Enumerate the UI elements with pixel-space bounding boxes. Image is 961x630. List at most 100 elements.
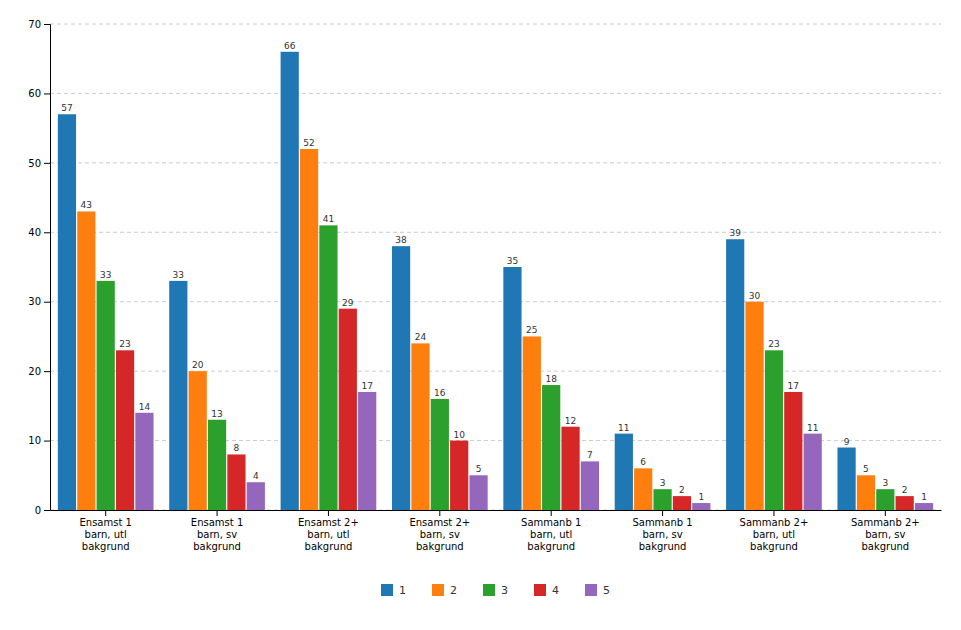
- bar: [300, 149, 318, 510]
- bar: [450, 441, 468, 510]
- x-tick: Ensamst 1barn, utlbakgrund: [79, 510, 131, 552]
- legend-item: 2: [432, 584, 457, 597]
- legend-item: 3: [483, 584, 508, 597]
- y-tick-mark: [44, 93, 50, 94]
- x-tick-mark: [551, 510, 552, 516]
- data-label: 66: [284, 41, 296, 51]
- data-label: 43: [81, 200, 92, 210]
- y-tick-mark: [44, 24, 50, 25]
- data-label: 5: [863, 464, 869, 474]
- bar: [837, 448, 855, 510]
- bar: [169, 281, 187, 510]
- bar: [857, 475, 875, 510]
- y-tick-mark: [44, 441, 50, 442]
- bar: [523, 336, 541, 510]
- y-tick: 0: [35, 505, 50, 516]
- data-label: 2: [902, 485, 908, 495]
- data-label: 12: [565, 416, 576, 426]
- bar: [411, 343, 429, 510]
- data-label: 33: [100, 270, 111, 280]
- bar: [339, 309, 357, 510]
- data-label: 35: [507, 256, 518, 266]
- y-tick-mark: [44, 302, 50, 303]
- y-tick-label: 0: [35, 505, 41, 516]
- legend-label: 1: [399, 584, 406, 597]
- legend-swatch: [534, 584, 546, 596]
- x-tick-label: Sammanb 1barn, svbakgrund: [632, 517, 692, 552]
- y-axis-line: [44, 25, 51, 511]
- bar: [116, 350, 134, 510]
- legend-swatch: [432, 584, 444, 596]
- data-label: 57: [61, 103, 72, 113]
- bar: [319, 225, 337, 510]
- y-tick: 30: [28, 296, 50, 307]
- bar: [189, 371, 207, 510]
- legend-item: 5: [585, 584, 610, 597]
- series: [116, 309, 914, 510]
- data-label: 52: [303, 138, 314, 148]
- bar: [726, 239, 744, 510]
- legend-swatch: [483, 584, 495, 596]
- data-label: 11: [618, 423, 629, 433]
- bar: [77, 211, 95, 510]
- y-tick: 70: [28, 19, 50, 30]
- bar: [208, 420, 226, 510]
- data-label: 14: [139, 402, 151, 412]
- y-tick-label: 70: [28, 19, 41, 30]
- series: [135, 392, 933, 510]
- legend-label: 3: [501, 584, 508, 597]
- bar: [97, 281, 115, 510]
- x-tick-mark: [773, 510, 774, 516]
- data-label: 2: [679, 485, 685, 495]
- x-tick: Ensamst 2+barn, utlbakgrund: [298, 510, 359, 552]
- y-tick-mark: [44, 371, 50, 372]
- bar: [542, 385, 560, 510]
- series: [97, 225, 895, 510]
- data-label: 6: [640, 457, 646, 467]
- data-label: 33: [173, 270, 184, 280]
- legend-label: 4: [552, 584, 559, 597]
- data-label: 16: [434, 388, 446, 398]
- y-tick-mark: [44, 510, 50, 511]
- data-label: 18: [545, 374, 557, 384]
- bar: [469, 475, 487, 510]
- bar: [431, 399, 449, 510]
- bar: [392, 246, 410, 510]
- y-tick-label: 50: [28, 158, 41, 169]
- data-label: 13: [211, 409, 222, 419]
- bar: [135, 413, 153, 510]
- bar: [804, 434, 822, 510]
- chart: 010203040506070Ensamst 1barn, utlbakgrun…: [0, 0, 961, 630]
- grid-line: [50, 93, 941, 94]
- x-tick: Ensamst 1barn, svbakgrund: [191, 510, 243, 552]
- x-tick-mark: [328, 510, 329, 516]
- x-tick-label: Sammanb 1barn, utlbakgrund: [521, 517, 581, 552]
- x-tick-label: Ensamst 2+barn, svbakgrund: [409, 517, 470, 552]
- bar: [581, 461, 599, 510]
- legend-swatch: [381, 584, 393, 596]
- y-tick-mark: [44, 232, 50, 233]
- y-axis: 010203040506070: [28, 19, 50, 516]
- x-tick-mark: [662, 510, 663, 516]
- data-label: 10: [453, 430, 465, 440]
- legend-swatch: [585, 584, 597, 596]
- data-label: 4: [253, 471, 259, 481]
- y-tick: 40: [28, 227, 50, 238]
- bar: [653, 489, 671, 510]
- data-label: 3: [882, 478, 888, 488]
- data-label: 17: [788, 381, 799, 391]
- legend-label: 2: [450, 584, 457, 597]
- bar: [561, 427, 579, 510]
- x-axis: Ensamst 1barn, utlbakgrund Ensamst 1barn,…: [51, 510, 942, 552]
- data-label: 8: [234, 443, 240, 453]
- legend-label: 5: [603, 584, 610, 597]
- data-label: 30: [749, 291, 761, 301]
- data-label: 38: [395, 235, 407, 245]
- bar: [692, 503, 710, 510]
- series: [58, 52, 856, 510]
- data-label: 17: [361, 381, 372, 391]
- bars: [58, 52, 933, 510]
- y-tick: 10: [28, 435, 50, 446]
- x-tick-mark: [885, 510, 886, 516]
- bar: [896, 496, 914, 510]
